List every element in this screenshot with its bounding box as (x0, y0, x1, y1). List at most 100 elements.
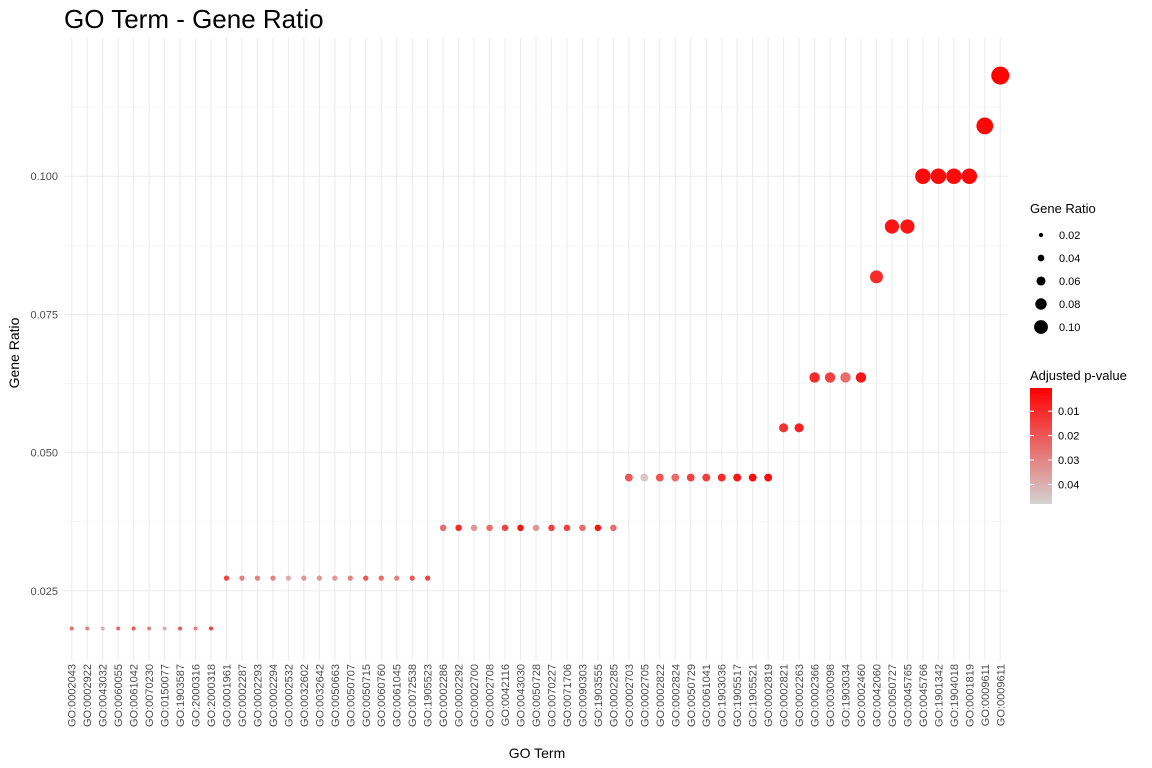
x-tick-label: GO:0002824 (670, 664, 682, 727)
x-tick-label: GO:0050728 (531, 664, 543, 727)
x-axis-title: GO Term (509, 745, 566, 761)
data-point (930, 168, 947, 184)
x-tick-label: GO:0050727 (887, 664, 899, 727)
data-point (425, 575, 431, 581)
x-tick-label: GO:0061041 (701, 664, 713, 727)
y-axis-ticks: 0.025 0.050 0.075 0.100 (30, 171, 58, 598)
data-point (884, 219, 900, 234)
data-point (640, 473, 649, 482)
data-point (409, 575, 415, 581)
data-point (517, 524, 524, 532)
color-legend: Adjusted p-value 0.01 0.02 0.03 0.04 (1030, 368, 1127, 504)
x-tick-label: GO:0002286 (438, 664, 450, 727)
x-tick-label: GO:0002705 (639, 664, 651, 727)
data-point (209, 626, 214, 631)
data-point (470, 524, 478, 532)
y-tick-label: 0.025 (30, 586, 58, 598)
data-point (748, 473, 757, 482)
data-point (991, 66, 1010, 85)
data-point (764, 473, 773, 482)
data-point (270, 575, 276, 581)
x-tick-label: GO:0072538 (407, 664, 419, 727)
data-point (285, 575, 292, 581)
data-point (840, 372, 851, 383)
x-tick-label: GO:0002821 (779, 664, 791, 727)
data-point (548, 524, 555, 532)
x-tick-label: GO:0001961 (221, 664, 233, 727)
data-point (116, 626, 121, 631)
chart-title: GO Term - Gene Ratio (64, 4, 324, 34)
data-point (915, 168, 931, 184)
data-point (100, 626, 105, 631)
x-tick-label: GO:0002292 (454, 664, 466, 727)
data-point (655, 473, 664, 482)
color-legend-label: 0.03 (1058, 455, 1079, 467)
data-point (439, 524, 447, 532)
data-point (961, 168, 978, 184)
data-point (624, 473, 633, 482)
data-point (239, 575, 245, 581)
x-tick-label: GO:0150077 (160, 664, 172, 727)
size-legend-key (1037, 254, 1045, 262)
data-point (794, 423, 804, 433)
data-point (394, 575, 400, 581)
data-point (900, 219, 915, 234)
x-tick-label: GO:1903587 (175, 664, 187, 727)
y-axis-title: Gene Ratio (6, 317, 22, 388)
color-legend-label: 0.04 (1058, 479, 1079, 491)
size-legend: Gene Ratio 0.02 0.04 0.06 0.08 0.10 (1030, 201, 1096, 334)
x-axis-ticks: GO:0002043 GO:0002922 GO:0043032 GO:0060055… (67, 664, 1008, 727)
data-point (69, 626, 74, 631)
data-point (316, 575, 322, 581)
data-point (378, 575, 384, 581)
x-tick-label: GO:0043030 (516, 664, 528, 727)
x-tick-label: GO:0043032 (98, 664, 110, 727)
x-tick-label: GO:1905523 (423, 664, 435, 727)
data-point (610, 524, 617, 532)
x-tick-label: GO:0002819 (763, 664, 775, 727)
data-point (223, 575, 230, 581)
x-tick-label: GO:1904018 (949, 664, 961, 727)
x-tick-label: GO:0050663 (330, 664, 342, 727)
data-point (332, 575, 338, 581)
x-tick-label: GO:0002532 (283, 664, 295, 727)
x-tick-label: GO:0042060 (871, 664, 883, 727)
x-tick-label: GO:0032642 (314, 664, 326, 727)
x-tick-label: GO:0042116 (500, 664, 512, 726)
x-tick-label: GO:0002922 (82, 664, 94, 727)
size-legend-key (1034, 320, 1048, 334)
x-tick-label: GO:2000318 (206, 664, 218, 727)
x-tick-label: GO:0045765 (902, 664, 914, 727)
size-legend-label: 0.02 (1059, 230, 1080, 242)
data-point (486, 524, 493, 532)
data-point (85, 626, 90, 631)
x-tick-label: GO:0002294 (268, 664, 280, 727)
x-tick-label: GO:1903036 (717, 664, 729, 727)
data-point (347, 575, 353, 581)
size-legend-label: 0.04 (1059, 253, 1080, 265)
x-tick-label: GO:1903555 (593, 664, 605, 727)
size-legend-key (1036, 276, 1046, 286)
x-tick-label: GO:0060055 (113, 664, 125, 727)
x-tick-label: GO:1905517 (732, 664, 744, 727)
x-tick-label: GO:0002460 (856, 664, 868, 727)
data-point (671, 473, 680, 482)
data-point (686, 473, 695, 482)
x-tick-label: GO:0030098 (825, 664, 837, 727)
data-point (779, 423, 789, 433)
x-tick-label: GO:0061045 (392, 664, 404, 727)
x-tick-label: GO:1903034 (841, 664, 853, 727)
x-tick-label: GO:0009611 (995, 664, 1007, 726)
data-points (69, 66, 1010, 631)
x-tick-label: GO:0002703 (624, 664, 636, 727)
x-tick-label: GO:0070227 (546, 664, 558, 727)
x-tick-label: GO:0050715 (361, 664, 373, 727)
data-point (717, 473, 726, 482)
size-legend-key (1038, 232, 1044, 238)
x-tick-label: GO:0050729 (686, 664, 698, 727)
x-tick-label: GO:0002043 (67, 664, 79, 727)
x-tick-label: GO:0050707 (345, 664, 357, 727)
color-legend-title: Adjusted p-value (1030, 368, 1127, 383)
x-tick-label: GO:0002263 (794, 664, 806, 727)
data-point (131, 626, 136, 631)
